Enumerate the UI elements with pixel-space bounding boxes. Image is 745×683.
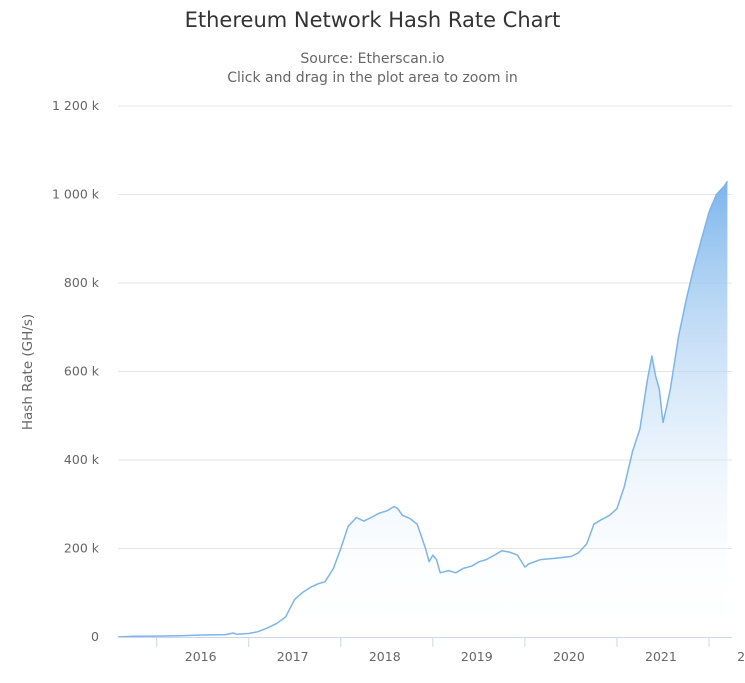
- y-tick-label: 1 200 k: [52, 98, 100, 113]
- chart-subtitle-source: Source: Etherscan.io: [300, 51, 445, 67]
- series-layer: [117, 180, 729, 638]
- y-axis-title: Hash Rate (GH/s): [20, 314, 36, 430]
- x-tick-label: 2017: [277, 649, 309, 664]
- x-tick-label: 2019: [461, 649, 493, 664]
- hash-rate-area: [118, 181, 728, 637]
- y-tick-label: 600 k: [64, 364, 100, 379]
- axis-layer: 0 200 k 400 k 600 k 800 k 1 000 k 1 200 k 2016 2…: [52, 98, 745, 664]
- y-tick-label: 0: [91, 629, 99, 644]
- chart-subtitle-hint: Click and drag in the plot area to zoom …: [227, 70, 518, 86]
- x-tick-label: 2016: [185, 649, 217, 664]
- y-tick-label: 1 000 k: [52, 187, 100, 202]
- x-tick-label: 2022: [737, 649, 745, 664]
- gridlines: [118, 105, 732, 549]
- x-tick-label: 2018: [369, 649, 401, 664]
- y-tick-label: 200 k: [64, 541, 100, 556]
- y-tick-label: 400 k: [64, 452, 100, 467]
- x-tick-label: 2021: [645, 649, 677, 664]
- y-tick-label: 800 k: [64, 275, 100, 290]
- chart-title: Ethereum Network Hash Rate Chart: [184, 8, 561, 32]
- x-tick-label: 2020: [553, 649, 585, 664]
- hash-rate-line[interactable]: [117, 180, 729, 638]
